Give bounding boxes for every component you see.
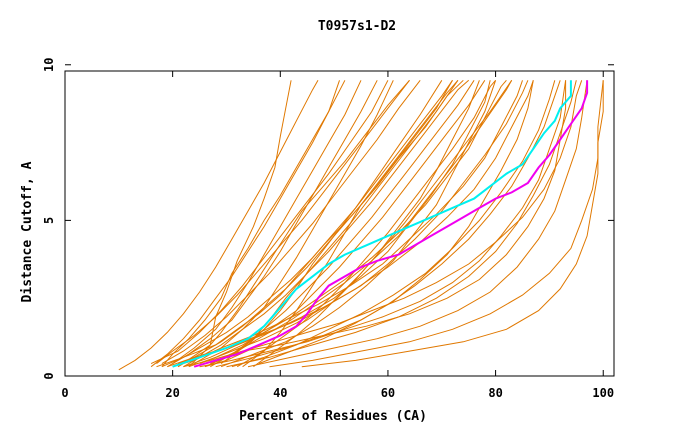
y-tick-label: 10 bbox=[42, 58, 56, 72]
y-tick-label: 5 bbox=[42, 217, 56, 224]
x-tick-label: 80 bbox=[488, 386, 502, 400]
series-line-17 bbox=[220, 80, 497, 368]
y-axis-label: Distance Cutoff, A bbox=[20, 161, 35, 302]
series-line-36 bbox=[161, 79, 421, 365]
x-tick-label: 60 bbox=[381, 386, 395, 400]
series-line-8 bbox=[150, 80, 389, 365]
series-line-41 bbox=[172, 80, 572, 368]
series-line-29 bbox=[188, 80, 486, 368]
series-line-34 bbox=[236, 79, 496, 368]
plot-frame bbox=[64, 70, 615, 377]
series-layer bbox=[118, 79, 604, 371]
series-line-22 bbox=[161, 80, 453, 368]
y-tick-label: 0 bbox=[42, 372, 56, 379]
x-tick-label: 100 bbox=[592, 386, 614, 400]
series-line-18 bbox=[177, 80, 491, 365]
series-line-20 bbox=[183, 79, 470, 368]
series-line-11 bbox=[247, 80, 588, 368]
chart-title: T0957s1-D2 bbox=[318, 19, 396, 34]
x-tick-label: 0 bbox=[61, 386, 68, 400]
series-line-12 bbox=[167, 80, 378, 368]
x-axis-label: Percent of Residues (CA) bbox=[239, 409, 427, 424]
series-line-27 bbox=[172, 80, 362, 365]
series-line-24 bbox=[193, 80, 394, 365]
tick-layer: 0 20 40 60 80 100 0 5 10 bbox=[42, 58, 614, 400]
x-tick-label: 20 bbox=[165, 386, 179, 400]
series-line-26 bbox=[253, 80, 513, 368]
series-line-28 bbox=[231, 80, 556, 368]
series-line-37 bbox=[220, 80, 475, 365]
series-line-32 bbox=[210, 80, 513, 365]
series-line-39 bbox=[118, 80, 319, 371]
x-tick-label: 40 bbox=[273, 386, 287, 400]
series-line-38 bbox=[183, 79, 507, 368]
series-line-40 bbox=[258, 80, 561, 365]
series-line-10 bbox=[172, 80, 523, 368]
series-line-13 bbox=[199, 80, 529, 365]
series-line-15 bbox=[226, 80, 577, 368]
series-line-31 bbox=[150, 80, 340, 368]
series-line-30 bbox=[301, 80, 604, 368]
series-line-42 bbox=[193, 80, 589, 368]
series-line-5 bbox=[161, 80, 346, 368]
series-line-6 bbox=[183, 80, 567, 368]
series-line-14 bbox=[188, 79, 410, 368]
series-line-21 bbox=[269, 80, 604, 368]
series-line-1 bbox=[177, 80, 292, 368]
series-line-3 bbox=[194, 80, 583, 368]
series-line-33 bbox=[177, 80, 453, 368]
